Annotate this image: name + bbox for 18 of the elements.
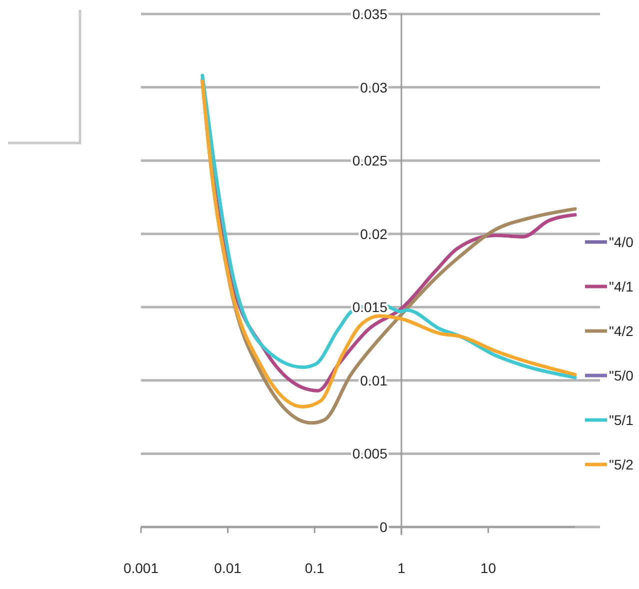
y-tick-label: 0.01 <box>360 372 388 388</box>
y-tick-label: 0.005 <box>352 446 388 462</box>
legend-label: "4/1 <box>609 278 634 294</box>
x-tick-label: 0.1 <box>304 560 325 576</box>
legend-label: "4/2 <box>609 323 634 339</box>
y-tick-label: 0.02 <box>360 226 388 242</box>
legend-label: "4/0 <box>609 234 634 250</box>
legend-label: "5/2 <box>609 456 634 472</box>
y-tick-label: 0.025 <box>352 152 388 169</box>
y-tick-label: 0.035 <box>352 6 388 22</box>
x-tick-label: 0.01 <box>214 560 242 576</box>
x-tick-label: 0.001 <box>123 560 159 576</box>
y-tick-label: 0.03 <box>360 79 388 96</box>
x-tick-label: 1 <box>398 560 406 576</box>
legend-label: "5/1 <box>609 412 634 428</box>
legend-label: "5/0 <box>609 368 634 384</box>
y-tick-label: 0 <box>380 519 388 535</box>
x-tick-label: 10 <box>480 560 496 576</box>
